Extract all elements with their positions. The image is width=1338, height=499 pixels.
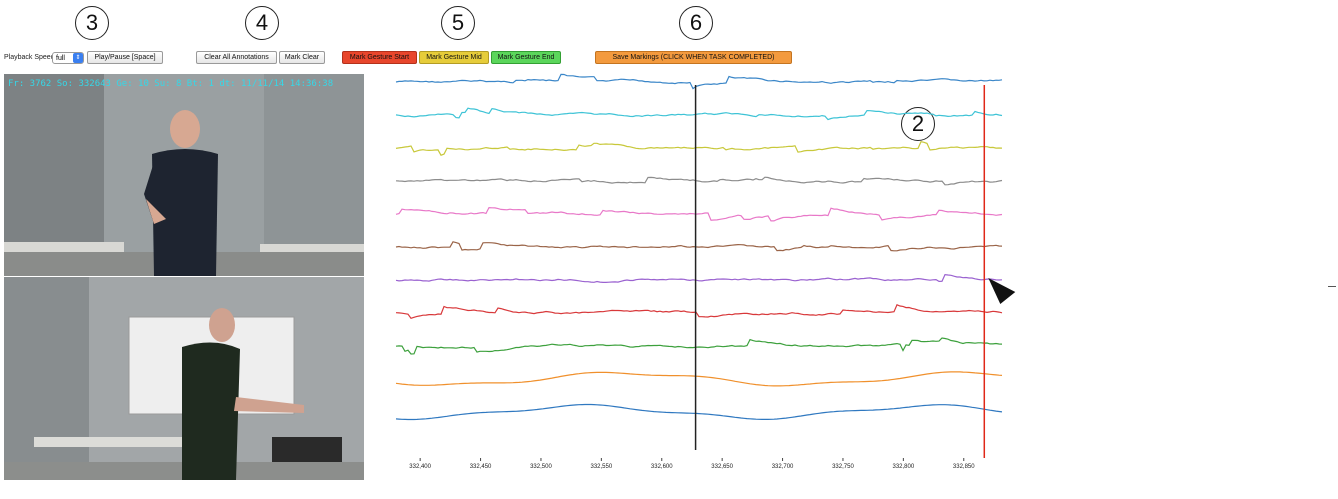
x-tick-label: 332,500 <box>530 464 552 470</box>
x-tick-label: 332,600 <box>651 464 673 470</box>
video-frame-side <box>4 277 364 480</box>
callout-2: 2 <box>901 107 935 141</box>
playback-speed-select[interactable]: full ⇕ <box>52 52 84 64</box>
x-tick-label: 332,550 <box>591 464 613 470</box>
sensor-series-5 <box>395 206 1003 222</box>
right-edge-tick <box>1328 286 1336 287</box>
sensor-data-chart[interactable]: 332,400 332,450 332,500 332,550 332,600 332,6… <box>380 70 1020 475</box>
x-tick-label: 332,450 <box>470 464 492 470</box>
sensor-series-10 <box>395 371 1003 387</box>
x-tick-label: 332,750 <box>832 464 854 470</box>
play-pause-button[interactable]: Play/Pause [Space] <box>87 51 163 64</box>
x-tick-label: 332,850 <box>953 464 975 470</box>
playback-speed-label: Playback Speed: <box>4 54 57 61</box>
playback-speed-value: full <box>56 54 65 62</box>
series-layer <box>395 73 1003 421</box>
video-status-overlay: Fr: 3762 So: 332643 Ge: 10 Su: 8 Bt: 1 d… <box>8 79 334 89</box>
front-camera-image <box>4 74 364 276</box>
sensor-series-6 <box>395 241 1003 252</box>
sensor-series-8 <box>395 304 1003 320</box>
sensor-series-3 <box>395 141 1003 156</box>
x-tick-label: 332,800 <box>893 464 915 470</box>
mark-clear-button[interactable]: Mark Clear <box>279 51 325 64</box>
dropdown-arrow-icon: ⇕ <box>73 53 83 63</box>
sensor-series-7 <box>395 273 1003 283</box>
sensor-series-2 <box>395 107 1003 121</box>
x-tick-label: 332,650 <box>711 464 733 470</box>
save-markings-button[interactable]: Save Markings (CLICK WHEN TASK COMPLETED… <box>595 51 792 64</box>
callout-4: 4 <box>245 6 279 40</box>
x-tick-label: 332,700 <box>772 464 794 470</box>
sensor-series-1 <box>395 73 1003 90</box>
cursor-arrow-icon <box>988 278 1016 304</box>
x-axis: 332,400 332,450 332,500 332,550 332,600 332,6… <box>409 458 975 470</box>
callout-3: 3 <box>75 6 109 40</box>
mark-gesture-start-button[interactable]: Mark Gesture Start <box>342 51 417 64</box>
callout-6: 6 <box>679 6 713 40</box>
sensor-series-9 <box>395 337 1003 355</box>
callout-5: 5 <box>441 6 475 40</box>
sensor-series-11 <box>395 403 1003 421</box>
video-frame-front: Fr: 3762 So: 332643 Ge: 10 Su: 8 Bt: 1 d… <box>4 74 364 276</box>
clear-all-annotations-button[interactable]: Clear All Annotations <box>196 51 277 64</box>
sensor-series-4 <box>395 176 1003 186</box>
mark-gesture-end-button[interactable]: Mark Gesture End <box>491 51 561 64</box>
side-camera-image <box>4 277 364 480</box>
x-tick-label: 332,400 <box>409 464 431 470</box>
mark-gesture-mid-button[interactable]: Mark Gesture Mid <box>419 51 489 64</box>
